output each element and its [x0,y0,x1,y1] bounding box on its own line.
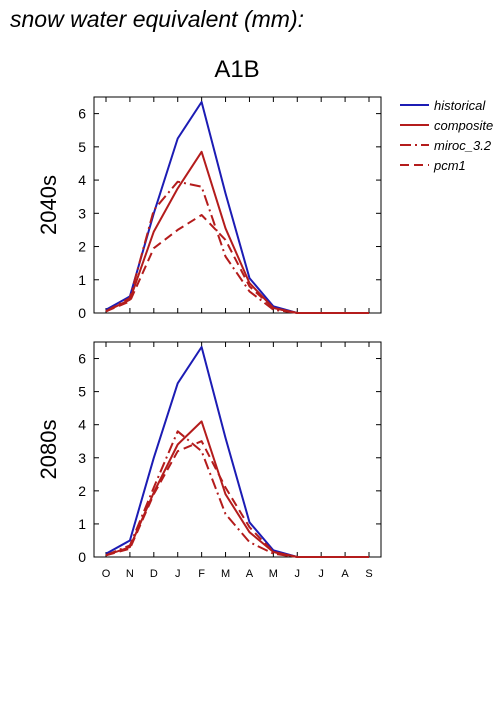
x-tick-label: M [221,568,230,580]
x-tick-label: M [269,568,278,580]
x-tick-label: A [246,568,254,580]
series-line-miroc-3-2 [105,430,369,558]
panel-label: 2080s [36,420,61,480]
plot-frame [93,96,382,314]
legend-item: composite [400,118,493,133]
legend: historical composite miroc_3.2 pcm1 [400,98,493,173]
y-tick-label: 0 [78,549,86,565]
series-line-historical [105,101,369,314]
x-tick-label: O [102,568,111,580]
y-tick-label: 2 [78,239,86,255]
x-tick-label: S [365,568,372,580]
x-tick-label: J [295,568,301,580]
y-tick-label: 1 [78,272,86,288]
legend-item: miroc_3.2 [400,138,492,153]
y-tick-label: 5 [78,384,86,400]
y-tick-label: 6 [78,351,86,367]
x-tick-label: D [150,568,158,580]
series-line-pcm1 [105,214,369,314]
series-line-pcm1 [105,440,369,558]
y-tick-label: 3 [78,450,86,466]
y-tick-label: 1 [78,516,86,532]
series-line-miroc-3-2 [105,180,369,314]
y-tick-label: 4 [78,417,86,433]
legend-item: historical [400,98,486,113]
legend-label: historical [434,98,486,113]
plot-frame [93,341,382,558]
y-tick-label: 3 [78,205,86,221]
chart-title: snow water equivalent (mm): [10,6,304,32]
y-tick-label: 5 [78,139,86,155]
y-tick-label: 6 [78,106,86,122]
panel-label: 2040s [36,175,61,235]
x-tick-label: J [318,568,324,580]
legend-label: pcm1 [433,158,466,173]
series-line-historical [105,346,369,558]
x-tick-label: N [126,568,134,580]
legend-label: miroc_3.2 [434,138,492,153]
y-tick-label: 0 [78,305,86,321]
panel-2080s: 0 1 2 3 4 5 6 O N D J F M A M J J A S 2080s [36,341,382,580]
legend-item: pcm1 [400,158,466,173]
x-tick-label: A [341,568,349,580]
scenario-title: A1B [214,56,260,83]
x-tick-label: J [175,568,181,580]
legend-label: composite [434,118,493,133]
y-tick-label: 4 [78,172,86,188]
x-tick-label: F [198,568,205,580]
panel-2040s: 0 1 2 3 4 5 6 2040s [36,96,382,321]
y-tick-label: 2 [78,483,86,499]
